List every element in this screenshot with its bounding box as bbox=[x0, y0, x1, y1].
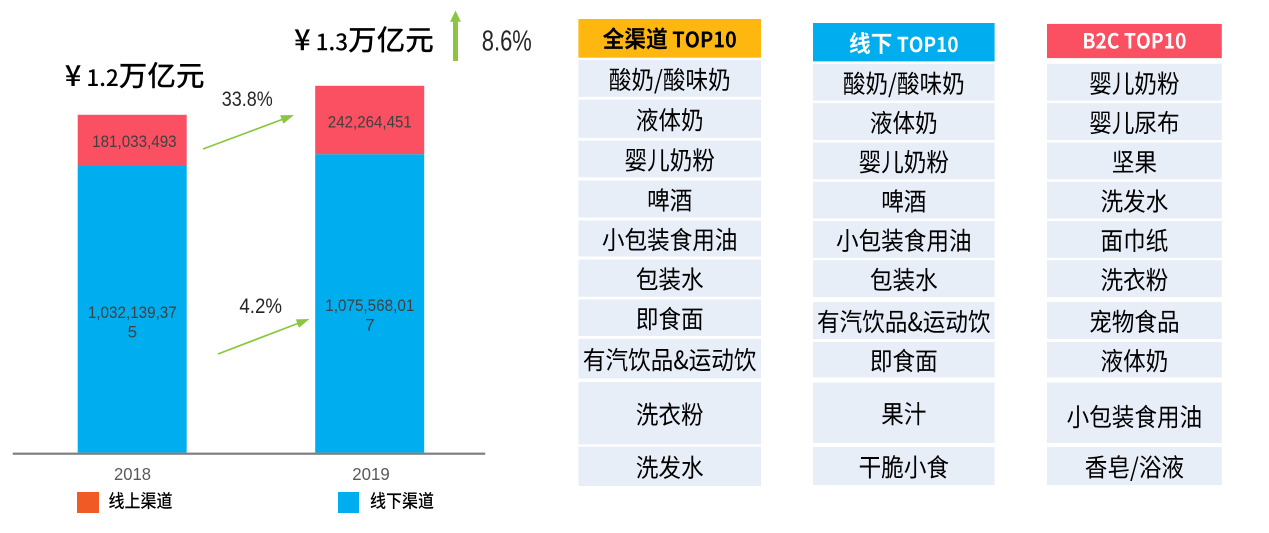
svg-text:1,032,139,37: 1,032,139,37 bbox=[88, 303, 177, 322]
svg-text:2019: 2019 bbox=[352, 464, 390, 484]
svg-text:2018: 2018 bbox=[114, 464, 151, 484]
svg-text:33.8%: 33.8% bbox=[222, 88, 273, 111]
svg-text:1,075,568,01: 1,075,568,01 bbox=[325, 296, 414, 315]
svg-text:4.2%: 4.2% bbox=[239, 295, 282, 318]
svg-text:242,264,451: 242,264,451 bbox=[328, 112, 412, 131]
svg-text:5: 5 bbox=[128, 323, 137, 342]
svg-text:7: 7 bbox=[365, 316, 374, 335]
svg-text:8.6%: 8.6% bbox=[482, 26, 532, 58]
svg-text:181,033,493: 181,033,493 bbox=[92, 132, 177, 151]
